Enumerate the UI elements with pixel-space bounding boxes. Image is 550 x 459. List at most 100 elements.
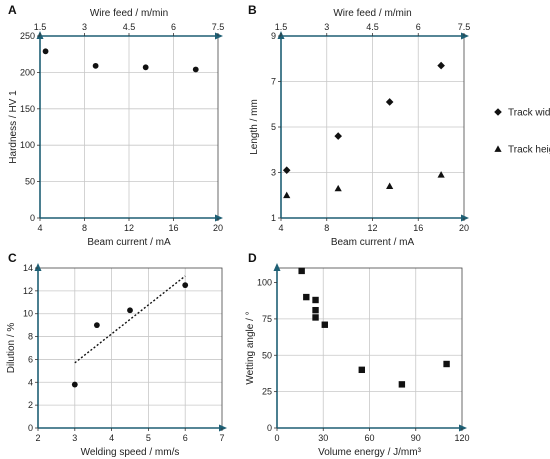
panel-label: D: [248, 251, 257, 265]
data-point: [283, 191, 291, 199]
data-point: [127, 307, 133, 314]
x-tick-label: 20: [213, 223, 223, 233]
chart-panel-d: D 0 30 60 90 120 0 25 50 75 100 Volume energy / J/m…: [245, 251, 470, 458]
legend-marker-diamond: [494, 108, 502, 116]
data-point: [312, 314, 319, 321]
x-tick-label: 8: [82, 223, 87, 233]
data-point: [93, 322, 100, 329]
y-tick-label: 250: [20, 31, 35, 41]
y-axis-title: Length / mm: [249, 99, 260, 155]
data-point: [42, 48, 49, 55]
y-tick-label: 5: [271, 122, 276, 132]
x-axis-arrow-icon: [461, 214, 469, 222]
y-tick-label: 50: [25, 177, 35, 187]
data-point: [385, 98, 394, 106]
x2-tick-label: 7.5: [212, 22, 225, 32]
data-point: [443, 360, 450, 368]
data-point: [358, 366, 365, 374]
x2-tick-label: 6: [416, 22, 421, 32]
y-tick-label: 10: [23, 309, 33, 319]
y-tick-label: 9: [271, 31, 276, 41]
data-point: [303, 293, 310, 301]
x-tick-label: 8: [324, 223, 329, 233]
x2-tick-label: 1.5: [34, 22, 47, 32]
x2-axis-title: Wire feed / m/min: [90, 8, 168, 19]
x-axis-title: Beam current / mA: [87, 237, 171, 248]
y-axis-arrow-icon: [273, 263, 281, 271]
x2-tick-label: 4.5: [366, 22, 379, 32]
chart-panel-b: B 4 8 12 16 20 1 3 5 7 91.5 3 4.5 6 7.5 Wire feed / m/m…: [248, 3, 550, 248]
data-point: [192, 66, 199, 73]
data-point: [386, 182, 394, 190]
plot-frame: [37, 267, 223, 429]
data-point: [282, 166, 291, 175]
trend-line: [74, 275, 186, 364]
x-tick-label: 7: [219, 433, 224, 443]
x2-tick-label: 1.5: [275, 22, 288, 32]
x2-tick-label: 6: [171, 22, 176, 32]
panel-label: B: [248, 3, 257, 17]
y-tick-label: 50: [262, 350, 272, 360]
y-tick-label: 14: [23, 263, 33, 273]
data-point: [437, 171, 445, 178]
x-tick-label: 120: [454, 433, 469, 443]
y-tick-label: 0: [30, 213, 35, 223]
x-tick-label: 5: [146, 433, 151, 443]
y-tick-label: 1: [271, 213, 276, 223]
x-tick-label: 30: [318, 433, 328, 443]
x-tick-label: 6: [183, 433, 188, 443]
y-tick-label: 0: [28, 423, 33, 433]
x-tick-label: 12: [124, 223, 134, 233]
x-tick-label: 12: [367, 223, 377, 233]
data-point: [334, 184, 342, 192]
data-point: [312, 296, 319, 304]
data-point: [321, 321, 328, 328]
data-point: [182, 282, 189, 289]
data-point: [92, 62, 99, 69]
x-axis-arrow-icon: [459, 424, 467, 432]
x-axis-title: Beam current / mA: [331, 237, 415, 248]
x-tick-label: 16: [168, 223, 178, 233]
x-axis-title: Volume energy / J/mm³: [318, 447, 421, 458]
y-tick-label: 150: [20, 104, 35, 114]
y-axis-title: Dilution / %: [6, 323, 17, 374]
data-point: [312, 306, 319, 314]
x-tick-label: 4: [37, 223, 42, 233]
y-tick-label: 100: [257, 278, 272, 288]
x-axis-arrow-icon: [215, 214, 223, 222]
y-tick-label: 8: [28, 332, 33, 342]
data-point: [398, 381, 406, 388]
y-tick-label: 3: [271, 168, 276, 178]
x-tick-label: 16: [413, 223, 423, 233]
x2-tick-label: 3: [82, 22, 87, 32]
y-tick-label: 2: [28, 400, 33, 410]
y-tick-label: 4: [28, 377, 33, 387]
x2-tick-label: 3: [324, 22, 329, 32]
data-point: [437, 61, 445, 70]
x-tick-label: 90: [411, 433, 421, 443]
x2-axis-title: Wire feed / m/min: [333, 8, 411, 19]
data-point: [298, 267, 305, 275]
data-point: [142, 64, 149, 71]
data-point: [71, 381, 78, 388]
legend-marker-triangle: [494, 145, 502, 152]
x-tick-label: 4: [109, 433, 114, 443]
x2-axis-arrow-icon: [461, 32, 469, 40]
x-tick-label: 60: [364, 433, 374, 443]
y-tick-label: 12: [23, 286, 33, 296]
y-tick-label: 25: [262, 387, 272, 397]
x2-tick-label: 7.5: [458, 22, 471, 32]
data-point: [334, 132, 342, 140]
y-tick-label: 7: [271, 77, 276, 87]
x-tick-label: 0: [274, 433, 279, 443]
x2-tick-label: 4.5: [123, 22, 136, 32]
legend-label: Track height: [508, 145, 550, 156]
x-tick-label: 3: [72, 433, 77, 443]
y-axis-title: Wetting angle / °: [245, 311, 256, 384]
y-axis-arrow-icon: [34, 263, 42, 271]
y-tick-label: 200: [20, 67, 35, 77]
y-tick-label: 0: [267, 423, 272, 433]
